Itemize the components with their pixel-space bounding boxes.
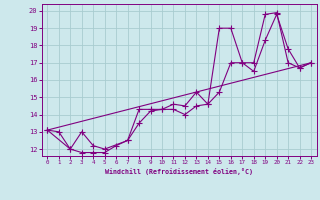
X-axis label: Windchill (Refroidissement éolien,°C): Windchill (Refroidissement éolien,°C) [105,168,253,175]
